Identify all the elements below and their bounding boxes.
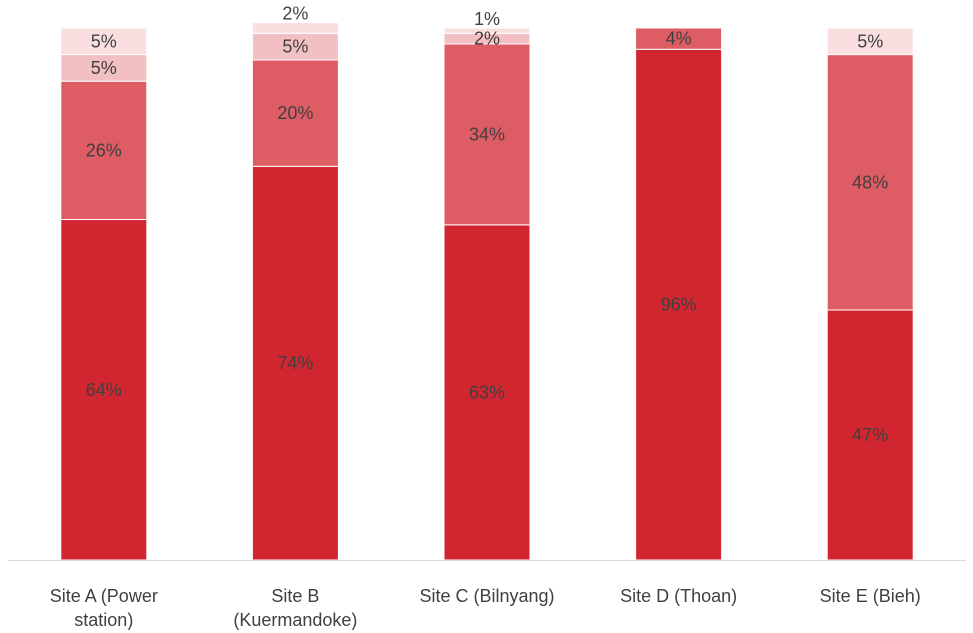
data-label: 48% [852,172,888,192]
x-tick-label: Site B (Kuermandoke) [233,586,357,630]
data-label: 64% [86,380,122,400]
data-label: 4% [666,29,692,49]
data-label: 2% [474,29,500,49]
data-label: 5% [282,37,308,57]
bars-layer [60,22,914,561]
bar-segment [60,219,148,561]
x-tick-label: Site D (Thoan) [620,586,737,606]
data-label: 26% [86,140,122,160]
bar-segment [635,48,723,561]
x-tick-label-line: Site C (Bilnyang) [419,586,554,606]
x-tick-label-line: Site B [271,586,319,606]
data-label: 1% [474,9,500,29]
bar-segment [826,54,914,311]
x-tick-label-line: station) [74,610,133,630]
bar-segment [443,224,531,561]
bar-segment [251,165,339,561]
bar-segment [826,309,914,561]
x-tick-label: Site A (Power station) [50,586,158,630]
data-label: 2% [282,4,308,24]
bar-segment [826,27,914,56]
bar-segment [60,80,148,221]
x-tick-labels-layer: Site A (Power station) Site B (Kuermandoke)… [50,586,921,630]
bar-segment [443,43,531,226]
data-label: 47% [852,425,888,445]
data-label: 5% [91,31,117,51]
data-label: 74% [277,353,313,373]
data-label: 5% [857,31,883,51]
data-label: 5% [91,58,117,78]
data-labels-layer: 64%26%5%5%74%20%5%2%63%34%2%1%96%4%47%48… [86,4,888,445]
bar-segment [635,27,723,50]
bar-segment [443,27,531,34]
bar-segment [251,22,339,34]
x-tick-label-line: Site E (Bieh) [820,586,921,606]
data-label: 96% [661,295,697,315]
bar-segment [60,27,148,56]
bar-segment [251,32,339,61]
bar-segment [251,59,339,167]
data-label: 34% [469,124,505,144]
x-tick-label-line: Site A (Power [50,586,158,606]
data-label: 63% [469,382,505,402]
x-tick-label: Site E (Bieh) [820,586,921,606]
data-label: 20% [277,103,313,123]
x-tick-label: Site C (Bilnyang) [419,586,554,606]
x-tick-label-line: Site D (Thoan) [620,586,737,606]
x-tick-label-line: (Kuermandoke) [233,610,357,630]
